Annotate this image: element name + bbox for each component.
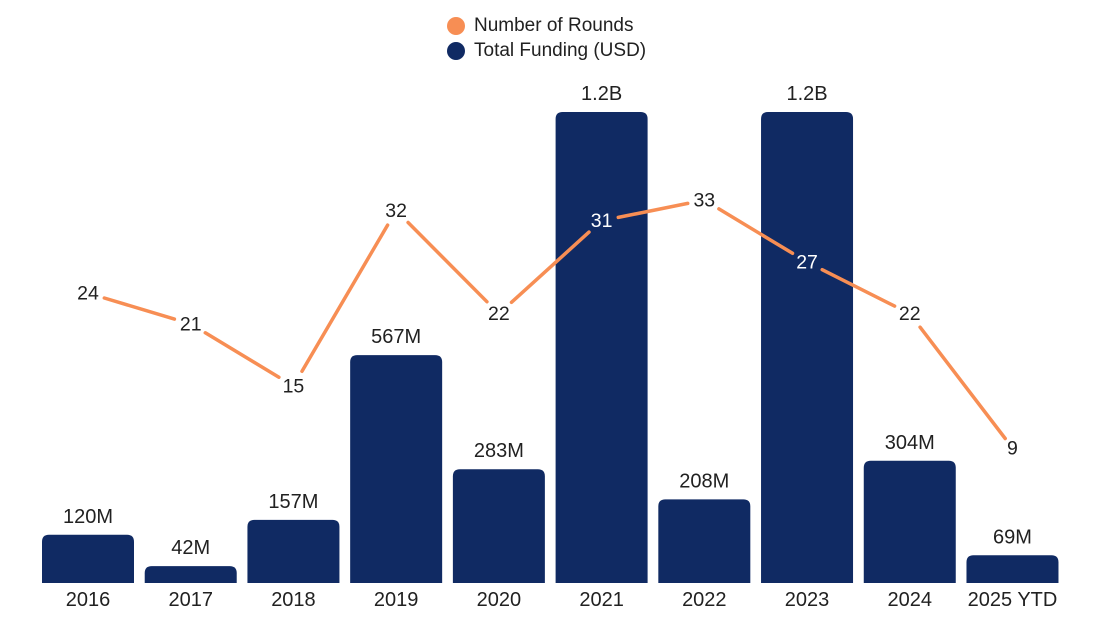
funding-value-label: 1.2B [581,83,622,105]
legend-label-number-of-rounds: Number of Rounds [474,15,634,36]
x-axis-label-2021: 2021 [579,589,624,611]
funding-value-label: 304M [885,432,935,454]
rounds-point-label: 32 [385,200,407,222]
funding-bar-2023[interactable] [761,112,854,583]
legend-item-total-funding: Total Funding (USD) [447,41,646,61]
x-axis-label-2019: 2019 [374,589,419,611]
x-axis-label-2016: 2016 [66,589,111,611]
funding-value-label: 69M [993,526,1032,548]
rounds-line-segment [300,223,390,374]
funding-bar-2022[interactable] [658,499,751,583]
rounds-point-label: 33 [693,190,715,212]
x-axis-label-2025-ytd: 2025 YTD [968,589,1058,611]
rounds-point-label: 31 [591,210,613,232]
funding-value-label: 42M [171,537,210,559]
funding-bar-2024[interactable] [863,460,956,583]
x-axis-label-2018: 2018 [271,589,316,611]
funding-bar-2021[interactable] [555,112,648,583]
x-axis-label-2024: 2024 [888,589,933,611]
rounds-point-label: 27 [796,252,818,274]
funding-value-label: 567M [371,326,421,348]
rounds-point-label: 24 [77,283,99,305]
funding-bar-2025-ytd[interactable] [966,555,1059,583]
rounds-line-segment [717,207,795,256]
rounds-line-segment [616,201,690,220]
funding-series-swatch-icon [447,42,465,60]
funding-value-label: 120M [63,506,113,528]
rounds-point-label: 22 [488,303,510,325]
rounds-line-segment [406,220,489,304]
rounds-line-segment [509,230,591,305]
chart-legend: Number of Rounds Total Funding (USD) [447,16,646,61]
funding-value-label: 1.2B [786,83,827,105]
rounds-line-segment [820,267,897,308]
rounds-line-segment [203,331,281,379]
rounds-line-segment [102,296,177,321]
funding-bar-2019[interactable] [350,355,443,583]
funding-value-label: 208M [679,470,729,492]
x-axis-label-2022: 2022 [682,589,727,611]
x-axis-label-2023: 2023 [785,589,830,611]
funding-bar-2017[interactable] [144,566,237,583]
funding-value-label: 157M [268,491,318,513]
rounds-point-label: 9 [1007,438,1018,460]
rounds-point-label: 21 [180,314,202,336]
funding-bar-2020[interactable] [452,469,545,583]
rounds-series-swatch-icon [447,17,465,35]
legend-item-number-of-rounds: Number of Rounds [447,16,646,36]
funding-value-label: 283M [474,440,524,462]
rounds-point-label: 15 [283,376,305,398]
rounds-point-label: 22 [899,303,921,325]
legend-label-total-funding: Total Funding (USD) [474,40,647,61]
funding-bar-2018[interactable] [247,519,340,583]
x-axis-label-2017: 2017 [168,589,213,611]
rounds-line-segment [918,325,1007,441]
funding-bar-2016[interactable] [42,534,134,583]
x-axis-label-2020: 2020 [477,589,522,611]
